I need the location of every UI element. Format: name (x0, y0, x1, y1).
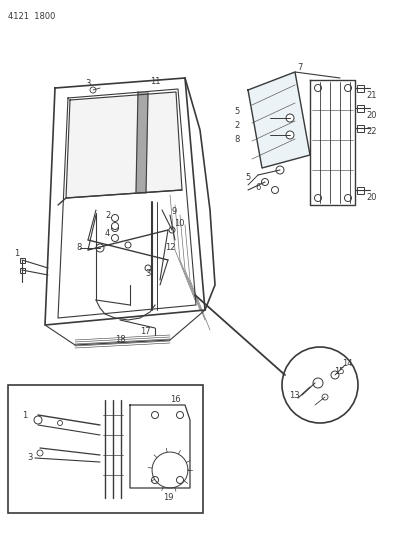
Text: 1: 1 (22, 410, 28, 419)
Text: 8: 8 (234, 135, 239, 144)
Text: 2: 2 (234, 122, 239, 131)
Text: 4121  1800: 4121 1800 (8, 12, 55, 21)
Circle shape (96, 244, 104, 252)
Text: 22: 22 (367, 127, 377, 136)
Circle shape (111, 224, 118, 231)
Circle shape (34, 416, 42, 424)
Bar (20, 268, 24, 272)
Circle shape (37, 450, 43, 456)
Circle shape (315, 195, 322, 201)
Circle shape (322, 394, 328, 400)
Text: 13: 13 (289, 391, 299, 400)
Circle shape (344, 85, 352, 92)
Circle shape (169, 227, 175, 233)
Circle shape (111, 222, 118, 230)
Circle shape (151, 477, 158, 483)
Circle shape (344, 195, 352, 201)
Bar (357, 85, 364, 92)
Text: 3: 3 (145, 270, 151, 279)
Circle shape (262, 179, 268, 185)
Text: 3: 3 (27, 454, 33, 463)
Circle shape (125, 242, 131, 248)
Text: 5: 5 (245, 174, 251, 182)
Circle shape (145, 265, 151, 271)
Text: 20: 20 (367, 193, 377, 203)
Circle shape (286, 114, 294, 122)
Circle shape (271, 187, 279, 193)
Bar (357, 125, 364, 132)
Text: 20: 20 (367, 110, 377, 119)
Circle shape (331, 371, 339, 379)
Text: 11: 11 (150, 77, 160, 86)
Circle shape (286, 131, 294, 139)
Text: 4: 4 (104, 230, 110, 238)
Circle shape (151, 411, 158, 418)
Text: 16: 16 (170, 395, 180, 405)
Circle shape (282, 347, 358, 423)
Text: 2: 2 (105, 212, 111, 221)
Circle shape (315, 85, 322, 92)
Text: 3: 3 (85, 78, 91, 87)
Text: 5: 5 (234, 108, 239, 117)
Text: 1: 1 (14, 249, 20, 259)
Text: 15: 15 (334, 367, 344, 376)
Circle shape (313, 378, 323, 388)
Circle shape (90, 87, 96, 93)
Text: 12: 12 (165, 244, 175, 253)
Bar (357, 104, 364, 111)
Circle shape (111, 235, 118, 241)
Text: 6: 6 (255, 183, 261, 192)
Text: 9: 9 (171, 206, 177, 215)
Circle shape (177, 477, 184, 483)
Circle shape (111, 214, 118, 222)
Text: 14: 14 (342, 359, 352, 367)
Text: 7: 7 (297, 62, 303, 71)
Circle shape (177, 411, 184, 418)
Text: 18: 18 (115, 335, 125, 344)
Circle shape (276, 166, 284, 174)
Polygon shape (248, 72, 310, 168)
Bar (20, 257, 24, 262)
Bar (357, 187, 364, 193)
Polygon shape (136, 92, 148, 193)
Bar (8, 385, 203, 513)
Text: 21: 21 (367, 91, 377, 100)
Text: 19: 19 (163, 494, 173, 503)
Polygon shape (66, 92, 182, 198)
Circle shape (58, 421, 62, 425)
Text: 10: 10 (174, 219, 184, 228)
Text: 17: 17 (140, 327, 150, 336)
Text: 8: 8 (76, 244, 82, 253)
